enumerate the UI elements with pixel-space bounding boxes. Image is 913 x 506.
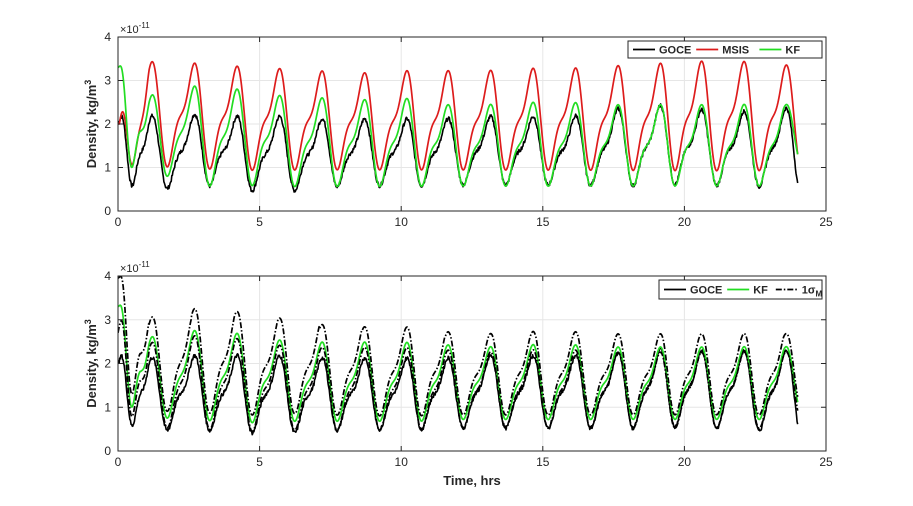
legend-label: MSIS [722,45,749,57]
y-tick-label: 3 [104,313,111,327]
y-axis-label: Density, kg/m3 [83,80,99,169]
y-tick-label: 4 [104,30,111,44]
y-tick-label: 2 [104,117,111,131]
legend-label: KF [753,285,768,297]
x-tick-label: 0 [115,215,122,229]
y-tick-label: 2 [104,357,111,371]
series-line-1- [118,276,799,417]
x-tick-label: 15 [536,215,550,229]
x-tick-label: 0 [115,455,122,469]
legend-label: GOCE [690,285,722,297]
series-line-kf [118,304,799,424]
axis-exponent-label: ×10-11 [120,21,150,36]
y-tick-label: 1 [104,400,111,414]
legend: GOCE KF 1σM [658,279,823,300]
x-tick-label: 5 [256,455,263,469]
x-tick-label: 15 [536,455,550,469]
x-tick-label: 20 [678,455,692,469]
x-tick-label: 20 [678,215,692,229]
y-tick-label: 4 [104,269,111,283]
x-tick-label: 10 [395,455,409,469]
y-tick-label: 0 [104,444,111,458]
legend-box [627,40,823,59]
y-tick-label: 3 [104,74,111,88]
density-chart-bottom: 0 5 10 15 20 25 0 1 2 3 4 ×10-11 Density, kg/m3 Time,… [83,260,833,488]
series-group [118,60,799,193]
legend: GOCE MSIS KF [627,40,823,59]
legend-label: 1σM [802,285,823,299]
axis-exponent-label: ×10-11 [120,260,150,275]
x-tick-label: 5 [256,215,263,229]
x-tick-label: 25 [819,215,833,229]
x-axis-label: Time, hrs [443,473,501,488]
series-line-kf [118,65,799,188]
density-chart-top: 0 5 10 15 20 25 0 1 2 3 4 ×10-11 Density, kg/m3 GOCE M… [83,21,833,229]
series-group [118,276,799,436]
y-axis-label: Density, kg/m3 [83,319,99,408]
legend-label: GOCE [659,45,691,57]
series-line-band-lower [118,319,799,433]
y-tick-label: 1 [104,161,111,175]
y-tick-label: 0 [104,204,111,218]
legend-label: KF [785,45,800,57]
x-tick-label: 25 [819,455,833,469]
series-line-msis [118,60,799,172]
x-tick-label: 10 [395,215,409,229]
